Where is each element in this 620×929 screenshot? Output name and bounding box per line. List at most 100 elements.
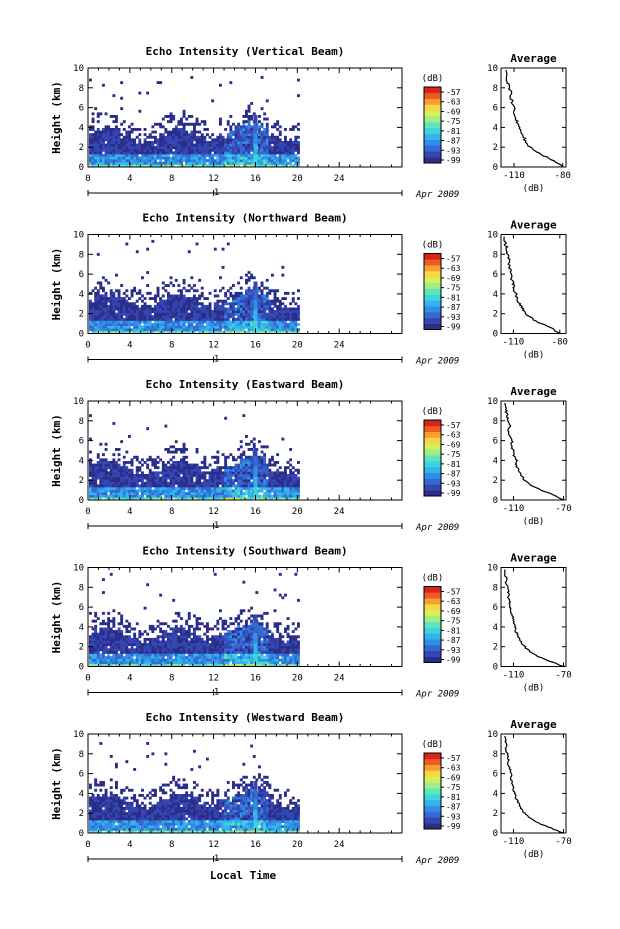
heatmap-cell — [174, 487, 178, 490]
heatmap-cell — [273, 302, 277, 306]
heatmap-cell — [219, 617, 222, 620]
heatmap-cell — [128, 323, 131, 326]
heatmap-cell — [120, 471, 124, 475]
heatmap-cell — [211, 479, 215, 483]
heatmap-cell — [96, 143, 100, 147]
heatmap-cell — [102, 650, 105, 654]
heatmap-cell — [229, 133, 233, 137]
heatmap-cell — [271, 310, 274, 313]
heatmap-cell — [253, 317, 258, 321]
heatmap-cell — [234, 161, 238, 165]
heatmap-cell — [281, 146, 285, 150]
heatmap-cell — [128, 656, 131, 659]
heatmap-cell — [221, 494, 225, 498]
heatmap-cell — [263, 492, 267, 496]
heatmap-cell — [102, 627, 105, 631]
heatmap-cell — [180, 310, 183, 313]
heatmap-cell — [211, 159, 215, 163]
heatmap-cell — [247, 458, 251, 462]
heatmap-cell — [89, 133, 92, 137]
heatmap-cell — [91, 120, 95, 124]
heatmap-cell — [260, 291, 264, 295]
heatmap-cell — [96, 133, 100, 137]
heatmap-cell — [133, 661, 137, 665]
heatmap-cell — [265, 489, 269, 493]
heatmap-cell — [226, 466, 230, 470]
heatmap-cell — [268, 479, 272, 483]
heatmap-cell — [125, 663, 129, 667]
heatmap-cell — [281, 148, 285, 152]
heatmap-cell — [195, 289, 199, 293]
heatmap-cell — [258, 302, 261, 306]
heatmap-cell — [260, 151, 264, 155]
heatmap-cell — [291, 164, 295, 168]
heatmap-cell — [271, 307, 274, 311]
heatmap-cell — [89, 487, 92, 490]
heatmap-cell — [198, 650, 202, 654]
heatmap-cell — [164, 141, 168, 144]
heatmap-cell — [276, 307, 280, 311]
heatmap-cell — [187, 617, 191, 620]
heatmap-cell — [99, 315, 103, 319]
heatmap-cell — [174, 468, 178, 472]
heatmap-cell — [104, 307, 108, 311]
heatmap-cell — [146, 476, 150, 480]
heatmap-cell — [187, 250, 191, 254]
heatmap-cell — [195, 640, 199, 644]
heatmap-cell — [203, 489, 207, 493]
heatmap-cell — [146, 330, 150, 334]
heatmap-cell — [182, 656, 186, 659]
heatmap-cell — [120, 154, 124, 157]
heatmap-cell — [253, 448, 258, 451]
colorbar-segment — [424, 116, 441, 123]
heatmap-cell — [190, 276, 194, 280]
heatmap-cell — [289, 481, 293, 485]
heatmap-cell — [102, 645, 105, 649]
heatmap-cell — [219, 466, 222, 470]
heatmap-cell — [278, 476, 282, 480]
heatmap-cell — [89, 148, 92, 152]
heatmap-cell — [141, 650, 144, 654]
heatmap-cell — [89, 159, 92, 163]
heatmap-cell — [213, 487, 217, 490]
heatmap-cell — [117, 325, 121, 329]
heatmap-cell — [247, 120, 251, 124]
heatmap-cell — [268, 484, 272, 488]
heatmap-cell — [159, 323, 163, 326]
heatmap-cell — [133, 146, 137, 150]
heatmap-cell — [102, 653, 105, 657]
heatmap-cell — [161, 632, 165, 636]
heatmap-cell — [117, 492, 121, 496]
heatmap-cell — [242, 125, 246, 129]
heatmap-cell — [224, 315, 228, 319]
heatmap-cell — [247, 156, 251, 160]
heatmap-cell — [161, 489, 165, 493]
heatmap-cell — [120, 479, 124, 483]
colorbar-tick-label: -69 — [446, 107, 461, 116]
heatmap-cell — [138, 310, 142, 313]
heatmap-cell — [112, 653, 116, 657]
heatmap-cell — [89, 466, 92, 470]
heatmap-cell — [94, 481, 98, 485]
heatmap-cell — [164, 630, 168, 633]
heatmap-cell — [138, 661, 142, 665]
y-tick-label: 6 — [79, 104, 84, 114]
heatmap-cell — [112, 468, 116, 472]
heatmap-cell — [187, 494, 191, 498]
heatmap-cell — [187, 663, 191, 667]
heatmap-cell — [135, 164, 139, 168]
heatmap-cell — [151, 497, 155, 501]
heatmap-cell — [117, 643, 121, 646]
heatmap-cell — [177, 468, 181, 472]
heatmap-cell — [167, 330, 170, 334]
heatmap-cell — [200, 497, 204, 501]
heatmap-cell — [195, 619, 199, 623]
heatmap-cell — [265, 130, 269, 134]
heatmap-cell — [206, 146, 209, 150]
heatmap-cell — [211, 161, 215, 165]
heatmap-cell — [135, 643, 139, 646]
heatmap-cell — [89, 461, 92, 464]
heatmap-cell — [211, 627, 215, 631]
day-label: 1 — [214, 355, 219, 365]
heatmap-cell — [99, 466, 103, 470]
